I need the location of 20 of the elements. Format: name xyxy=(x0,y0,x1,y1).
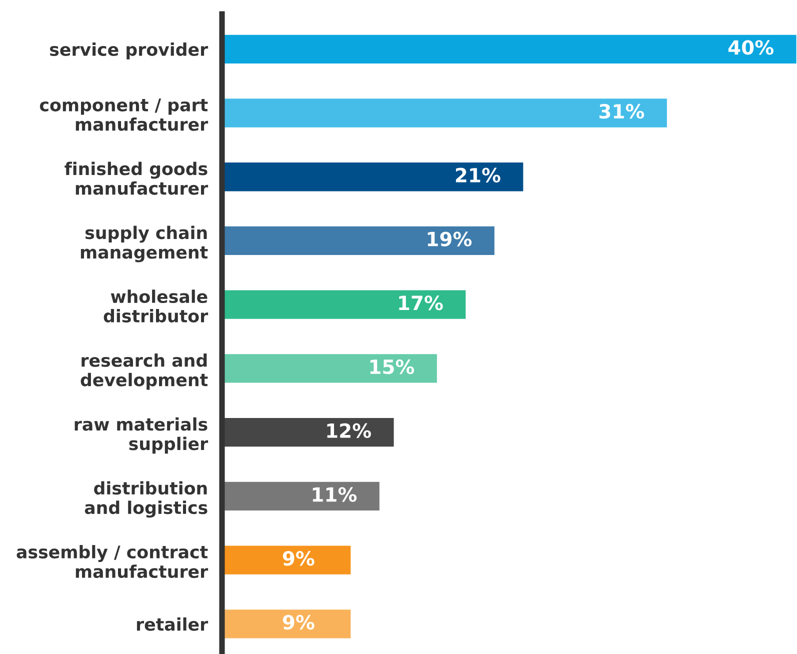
data-label: 9% xyxy=(282,551,314,566)
data-label: 12% xyxy=(327,423,371,438)
data-label: 19% xyxy=(428,232,472,246)
y-tick-label: assembly / contract manufacturer xyxy=(16,545,208,578)
data-label: 11% xyxy=(312,487,357,502)
y-tick-label: research and development xyxy=(80,353,208,390)
data-label: 21% xyxy=(456,168,500,183)
data-label: 15% xyxy=(370,359,414,374)
y-tick-label: finished goods manufacturer xyxy=(64,162,208,195)
y-tick-label: wholesale distributor xyxy=(104,290,208,322)
y-tick-label: retailer xyxy=(136,617,208,631)
data-label: 17% xyxy=(399,296,443,310)
data-label: 40% xyxy=(728,40,774,55)
y-tick-label: component / part manufacturer xyxy=(40,98,208,131)
y-tick-label: supply chain management xyxy=(80,226,208,262)
data-label: 31% xyxy=(599,104,644,119)
y-tick-label: service provider xyxy=(50,42,208,60)
y-tick-label: distribution and logistics xyxy=(84,481,208,518)
data-label: 9% xyxy=(282,614,314,630)
y-tick-label: raw materials supplier xyxy=(74,417,208,454)
